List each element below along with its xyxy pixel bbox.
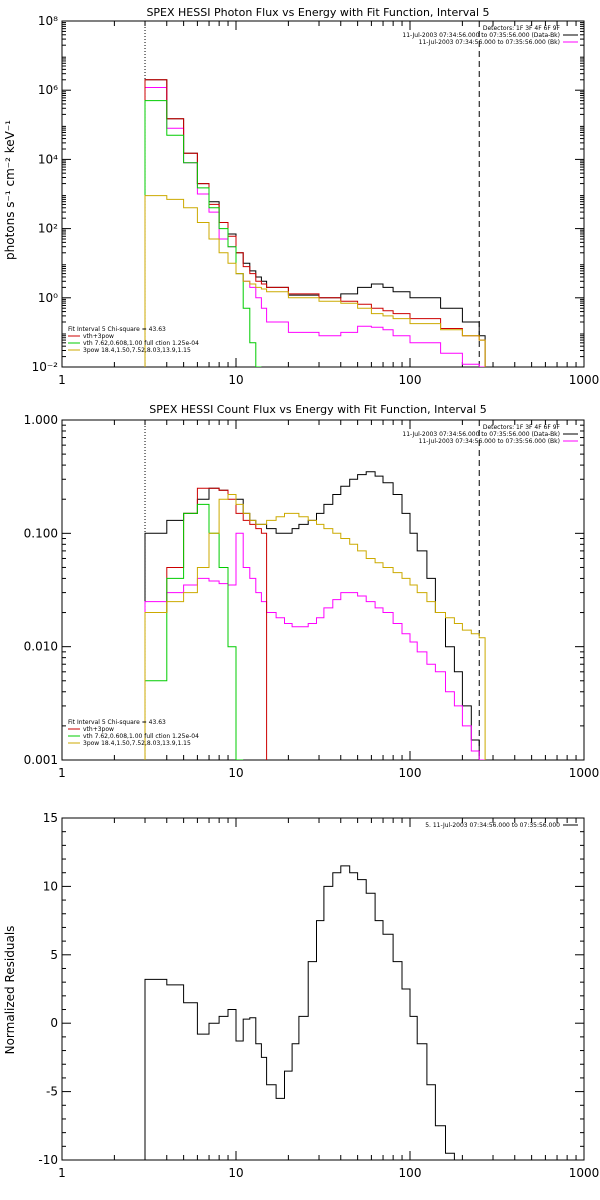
residuals-ytick-label: 15: [43, 811, 58, 825]
photon-flux-ylabel: photons s⁻¹ cm⁻² keV⁻¹: [3, 120, 17, 260]
photon-flux-panel: SPEX HESSI Photon Flux vs Energy with Fi…: [3, 6, 599, 387]
count-flux-ytick-label: 1.000: [24, 413, 58, 427]
count-flux-series-1: [144, 532, 486, 760]
count-flux-legend-bottom-entry: 3pow 18.4,1.50,7.52,8.03,13.9,1.15: [83, 740, 191, 747]
count-flux-ytick-label: 0.100: [24, 526, 58, 540]
count-flux-legend-bottom-entry: vth 7.62,0.608,1.00 full ction 1.25e-04: [83, 733, 199, 740]
photon-flux-plot-frame: [61, 20, 585, 368]
count-flux-legend-top-entry: 11-Jul-2003 07:34:56.000 to 07:35:56.000…: [419, 438, 560, 445]
photon-flux-ytick-label: 10⁰: [38, 291, 58, 305]
count-flux-plot-frame: [61, 419, 585, 761]
residuals-series-0: [144, 865, 480, 1160]
count-flux-legend-top-entry: 11-Jul-2003 07:34:56.000 to 07:35:56.000…: [402, 431, 560, 438]
photon-flux-legend-bottom-entry: vth+3pow: [83, 333, 114, 340]
residuals-ytick-label: 10: [43, 879, 58, 893]
residuals-ytick-label: 0: [50, 1016, 58, 1030]
photon-flux-legend-bottom-entry: 3pow 18.4,1.50,7.52,8.03,13.9,1.15: [83, 347, 191, 354]
residuals-plot-frame: [61, 817, 585, 1161]
count-flux-panel: SPEX HESSI Count Flux vs Energy with Fit…: [24, 403, 600, 780]
residuals-legend-top-entry: 5. 11-Jul-2003 07:34:56.000 to 07:35:56.…: [425, 822, 560, 829]
residuals-ytick-label: -10: [38, 1153, 58, 1167]
photon-flux-ytick-label: 10²: [38, 222, 58, 236]
photon-flux-xtick-label: 100: [399, 373, 422, 387]
photon-flux-ytick-label: 10⁴: [38, 152, 58, 166]
count-flux-xtick-label: 1000: [569, 766, 600, 780]
count-flux-legend-top-entry: Detectors: 1F 3F 4F 6F 9F: [483, 424, 561, 431]
residuals-xtick-label: 1: [58, 1166, 66, 1180]
photon-flux-legend-bottom-entry: Fit Interval 5 Chi-square = 43.63: [68, 326, 166, 333]
residuals-panel: Normalized Residuals 1 10 100 1000 -10 -5 0 5 10…: [3, 811, 599, 1180]
residuals-xtick-label: 100: [399, 1166, 422, 1180]
count-flux-xtick-label: 1: [58, 766, 66, 780]
count-flux-xtick-label: 100: [399, 766, 422, 780]
photon-flux-xtick-label: 1000: [569, 373, 600, 387]
photon-flux-xtick-label: 1: [58, 373, 66, 387]
count-flux-xtick-label: 10: [228, 766, 243, 780]
photon-flux-title: SPEX HESSI Photon Flux vs Energy with Fi…: [146, 6, 489, 19]
count-flux-series-4: [144, 494, 486, 760]
photon-flux-legend-top-entry: 11-Jul-2003 07:34:56.000 to 07:35:56.000…: [402, 32, 560, 39]
photon-flux-ytick-label: 10⁻²: [32, 360, 59, 374]
photon-flux-series-4: [144, 195, 486, 367]
count-flux-title: SPEX HESSI Count Flux vs Energy with Fit…: [149, 403, 486, 416]
residuals-ylabel: Normalized Residuals: [3, 926, 17, 1055]
residuals-ytick-label: 5: [50, 948, 58, 962]
residuals-xtick-label: 10: [228, 1166, 243, 1180]
photon-flux-series-3: [144, 100, 262, 367]
count-flux-series-0: [144, 471, 486, 760]
photon-flux-ytick-label: 10⁶: [38, 83, 58, 97]
count-flux-legend-bottom-entry: Fit Interval 5 Chi-square = 43.63: [68, 719, 166, 726]
photon-flux-series-1: [144, 87, 486, 367]
count-flux-legend-bottom-entry: vth+3pow: [83, 726, 114, 733]
residuals-xtick-label: 1000: [569, 1166, 600, 1180]
photon-flux-ytick-label: 10⁸: [38, 14, 58, 28]
photon-flux-series-2: [144, 79, 486, 367]
photon-flux-legend-top-entry: 11-Jul-2003 07:34:56.000 to 07:35:56.000…: [419, 39, 560, 46]
count-flux-ytick-label: 0.001: [24, 753, 58, 767]
photon-flux-legend-bottom-entry: vth 7.62,0.608,1.00 full ction 1.25e-04: [83, 340, 199, 347]
photon-flux-legend-top-entry: Detectors: 1F 3F 4F 6F 9F: [483, 25, 561, 32]
count-flux-ytick-label: 0.010: [24, 640, 58, 654]
photon-flux-xtick-label: 10: [228, 373, 243, 387]
residuals-ytick-label: -5: [46, 1085, 58, 1099]
